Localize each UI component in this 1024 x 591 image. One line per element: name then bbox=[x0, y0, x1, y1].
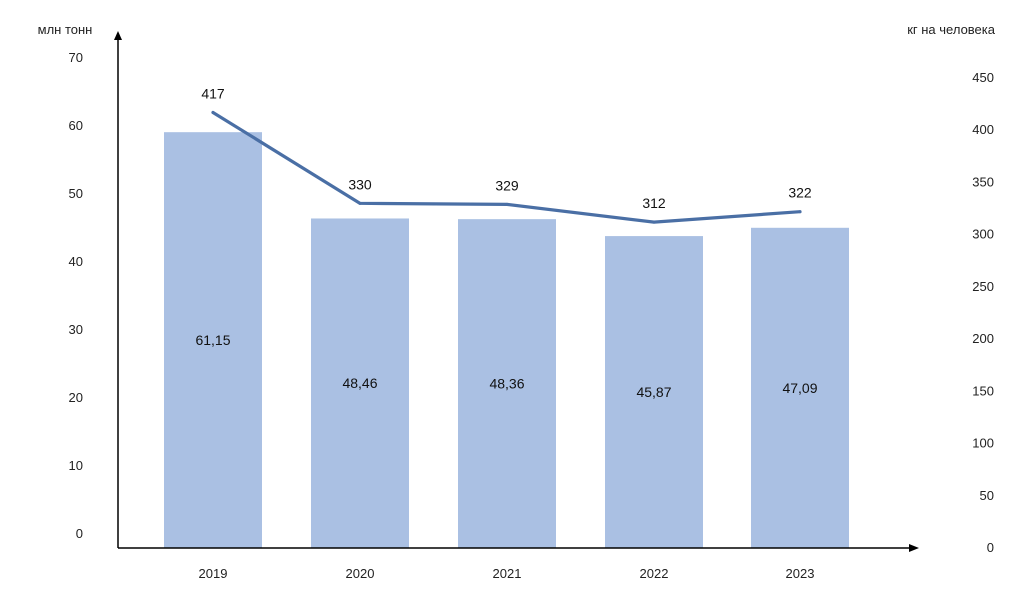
bar-data-labels: 61,15 48,46 48,36 45,87 47,09 bbox=[195, 332, 817, 400]
bar-2020 bbox=[311, 218, 409, 549]
bar-value-label-2022: 45,87 bbox=[636, 384, 671, 400]
bar-2023 bbox=[751, 227, 849, 548]
line-point-2019 bbox=[211, 110, 215, 114]
line-point-2022 bbox=[652, 220, 656, 224]
bar-value-label-2023: 47,09 bbox=[782, 380, 817, 396]
y-right-tick-100: 100 bbox=[972, 436, 994, 451]
x-tick-2022: 2022 bbox=[640, 566, 669, 581]
y-left-tick-30: 30 bbox=[69, 322, 83, 337]
line-point-2020 bbox=[358, 201, 362, 205]
y-right-tick-0: 0 bbox=[987, 540, 994, 555]
x-tick-2021: 2021 bbox=[493, 566, 522, 581]
y-right-tick-200: 200 bbox=[972, 331, 994, 346]
bar-2021 bbox=[458, 219, 556, 549]
y-right-tick-50: 50 bbox=[980, 488, 994, 503]
line-series bbox=[211, 110, 802, 224]
y-left-tick-70: 70 bbox=[69, 50, 83, 65]
x-tick-2023: 2023 bbox=[786, 566, 815, 581]
line-point-2023 bbox=[798, 210, 802, 214]
y-right-tick-300: 300 bbox=[972, 227, 994, 242]
bar-value-label-2021: 48,36 bbox=[489, 376, 524, 392]
line-point-2021 bbox=[505, 202, 509, 206]
y-left-tick-50: 50 bbox=[69, 186, 83, 201]
y-axis-arrow-icon bbox=[114, 31, 122, 40]
bar-value-label-2020: 48,46 bbox=[342, 375, 377, 391]
axes: млн тонн кг на человека bbox=[38, 22, 996, 552]
y-left-tick-20: 20 bbox=[69, 390, 83, 405]
bar-series bbox=[164, 132, 849, 549]
line-value-label-2022: 312 bbox=[642, 195, 666, 211]
y-left-tick-40: 40 bbox=[69, 254, 83, 269]
y-right-tick-labels: 0 50 100 150 200 250 300 350 400 450 bbox=[972, 70, 994, 555]
y-left-tick-0: 0 bbox=[76, 526, 83, 541]
bar-value-label-2019: 61,15 bbox=[195, 332, 230, 348]
x-tick-2020: 2020 bbox=[346, 566, 375, 581]
line-data-labels: 417 330 329 312 322 bbox=[201, 85, 812, 211]
y-right-tick-250: 250 bbox=[972, 279, 994, 294]
y-right-tick-450: 450 bbox=[972, 70, 994, 85]
bar-2019 bbox=[164, 132, 262, 548]
y-left-axis-unit: млн тонн bbox=[38, 22, 93, 37]
line-value-label-2019: 417 bbox=[201, 85, 225, 101]
line-value-label-2023: 322 bbox=[788, 185, 812, 201]
y-right-tick-400: 400 bbox=[972, 122, 994, 137]
line-value-label-2021: 329 bbox=[495, 177, 519, 193]
y-right-axis-unit: кг на человека bbox=[907, 22, 996, 37]
x-axis-arrow-icon bbox=[909, 544, 919, 552]
y-left-tick-60: 60 bbox=[69, 118, 83, 133]
y-right-tick-350: 350 bbox=[972, 174, 994, 189]
x-tick-labels: 2019 2020 2021 2022 2023 bbox=[199, 566, 815, 581]
y-right-tick-150: 150 bbox=[972, 383, 994, 398]
bar-2022 bbox=[605, 236, 703, 549]
x-tick-2019: 2019 bbox=[199, 566, 228, 581]
y-left-tick-10: 10 bbox=[69, 458, 83, 473]
y-left-tick-labels: 0 10 20 30 40 50 60 70 bbox=[69, 50, 83, 541]
line-value-label-2020: 330 bbox=[348, 176, 372, 192]
